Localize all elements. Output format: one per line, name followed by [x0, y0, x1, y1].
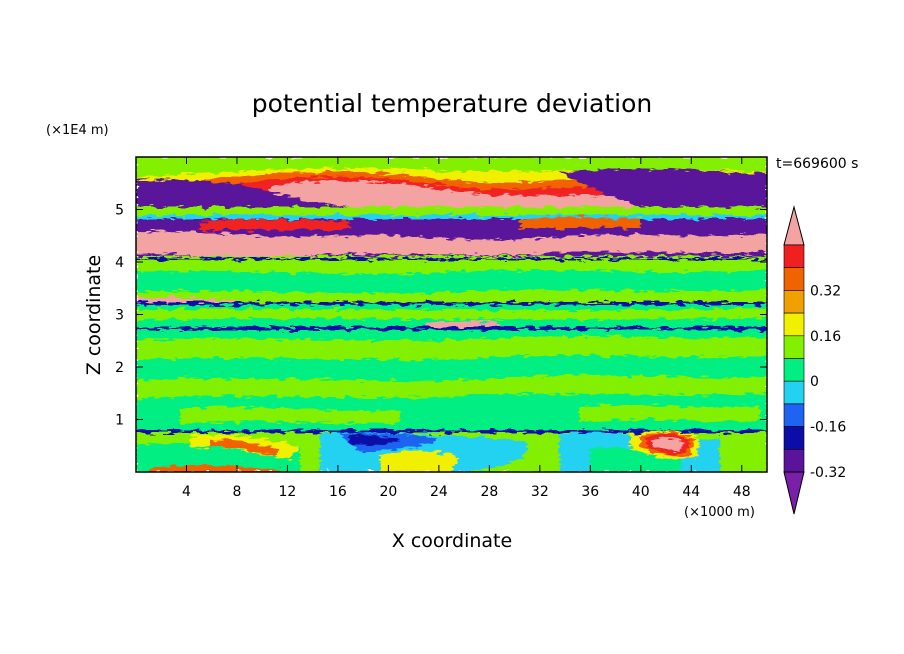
- band-red-mid: [200, 219, 350, 230]
- band-blue-thin: [136, 258, 767, 260]
- x-ticks: 4 8 12 16 20 24 28 32 36 40 44 48: [182, 157, 751, 500]
- patch-green-upper: [136, 270, 767, 294]
- patch-red-bottom: [150, 464, 280, 472]
- colorbar-segment: [783, 267, 805, 291]
- colorbar-segment: [783, 358, 805, 382]
- colorbar-segment: [783, 426, 805, 450]
- patch-lime-a: [136, 336, 767, 360]
- colorbar-tick-label: -0.32: [810, 465, 846, 481]
- x-tick-label: 48: [733, 484, 751, 500]
- band-purple-top-left: [136, 179, 350, 207]
- x-tick-label: 40: [632, 484, 650, 500]
- band-pink-top: [270, 180, 660, 207]
- colorbar-max-arrow: [783, 205, 805, 246]
- y-tick-label: 3: [115, 308, 124, 324]
- colorbar-min-arrow: [783, 471, 805, 515]
- x-tick-label: 8: [232, 484, 241, 500]
- x-tick-label: 4: [182, 484, 191, 500]
- colorbar-segment: [783, 244, 805, 269]
- band-blue-08: [136, 430, 767, 433]
- patch-lime-b: [136, 375, 767, 398]
- patch-lime-d: [580, 404, 760, 422]
- band-orange-mid: [520, 217, 640, 228]
- y-tick-label: 5: [115, 203, 124, 219]
- colorbar-tick-label: 0.16: [810, 329, 841, 345]
- y-ticks: 1 2 3 4 5: [115, 203, 767, 429]
- time-label: t=669600 s: [776, 156, 858, 172]
- x-axis-label: X coordinate: [392, 530, 512, 552]
- y-tick-label: 1: [115, 413, 124, 429]
- band-blue-32: [136, 302, 767, 305]
- x-tick-label: 16: [329, 484, 347, 500]
- patch-lime-c: [180, 407, 400, 424]
- chart-title: potential temperature deviation: [252, 89, 652, 118]
- y-axis-label: Z coordinate: [83, 255, 105, 375]
- colorbar-segment: [783, 403, 805, 427]
- band-green-mid: [136, 207, 767, 217]
- patch-yellow-bl2: [380, 450, 460, 472]
- patch-orange-bl1: [210, 439, 280, 456]
- colorbar-tick-label: -0.16: [810, 420, 846, 436]
- colorbar-tick-label: 0.32: [810, 283, 841, 299]
- colorbar-tick-label: 0: [810, 374, 819, 390]
- y-unit-label: (×1E4 m): [46, 123, 109, 138]
- colorbar-segment: [783, 335, 805, 359]
- x-tick-label: 44: [682, 484, 700, 500]
- patch-pink-bl3: [652, 437, 684, 452]
- x-unit-label: (×1000 m): [684, 505, 755, 520]
- patch-lime-28: [136, 308, 767, 320]
- x-tick-label: 24: [430, 484, 448, 500]
- x-tick-label: 28: [480, 484, 498, 500]
- colorbar-segment: [783, 448, 805, 473]
- x-tick-label: 32: [531, 484, 549, 500]
- colorbar-segment: [783, 312, 805, 337]
- x-tick-label: 36: [581, 484, 599, 500]
- band-blue-27: [136, 327, 767, 330]
- colorbar: 0.32 0.16 0 -0.16 -0.32: [783, 205, 846, 515]
- x-tick-label: 12: [279, 484, 297, 500]
- x-tick-label: 20: [379, 484, 397, 500]
- colorbar-segment: [783, 380, 805, 405]
- band-cyan-thin: [136, 215, 767, 219]
- colorbar-segment: [783, 290, 805, 314]
- y-tick-label: 4: [115, 255, 124, 271]
- y-tick-label: 2: [115, 360, 124, 376]
- band-purple-top-right: [560, 168, 767, 207]
- heatmap-field: [136, 157, 767, 472]
- patch-navy-bl: [350, 435, 400, 446]
- band-pink-mid: [136, 231, 767, 258]
